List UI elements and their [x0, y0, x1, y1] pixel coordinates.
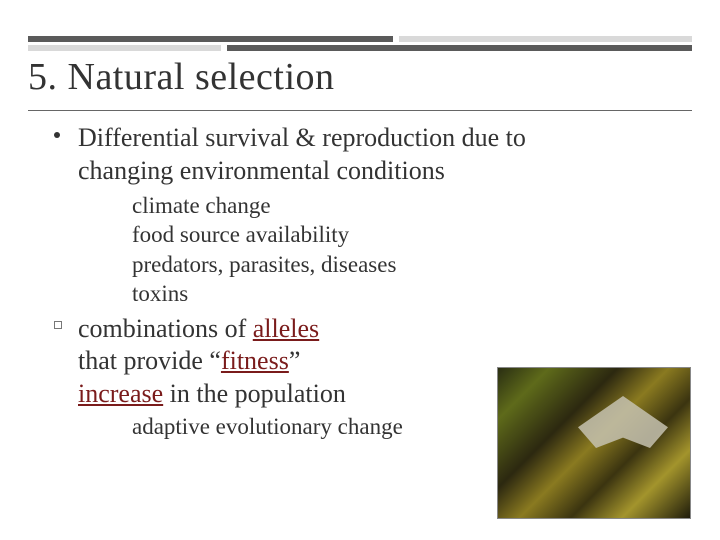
slide-title: 5. Natural selection: [28, 55, 335, 99]
underlined-term-alleles: alleles: [253, 314, 319, 343]
bullet-2-line2b: ”: [289, 346, 301, 375]
sub-bullet: ൓ food source availability: [102, 220, 692, 249]
rule-top: [28, 36, 692, 42]
rule-top-light: [399, 36, 692, 42]
disc-bullet-icon: [54, 132, 60, 138]
sub-bullet-text: climate change: [132, 193, 271, 218]
square-bullet-icon: [54, 321, 62, 329]
bullet-2-line3b: in the population: [163, 379, 346, 408]
underlined-term-fitness: fitness: [221, 346, 289, 375]
sub-bullet: ൓ predators, parasites, diseases: [102, 250, 692, 279]
rule-bottom-dark: [227, 45, 692, 51]
slide: 5. Natural selection Differential surviv…: [0, 0, 720, 540]
sub-bullet-group-1: ൓ climate change ൓ food source availabil…: [102, 191, 692, 309]
moth-bark-image: [498, 368, 690, 518]
bullet-2-line2a: that provide “: [78, 346, 221, 375]
sub-bullet: ൓ climate change: [102, 191, 692, 220]
bullet-1-line1: Differential survival & reproduction due…: [78, 123, 526, 152]
sub-bullet: ൓ toxins: [102, 279, 692, 308]
rule-top-dark: [28, 36, 393, 42]
sub-bullet-text: predators, parasites, diseases: [132, 252, 396, 277]
sub-bullet-text: adaptive evolutionary change: [132, 414, 403, 439]
bullet-1: Differential survival & reproduction due…: [50, 122, 692, 187]
rule-bottom: [28, 45, 692, 51]
header-rules: [28, 36, 692, 51]
title-underline: [28, 110, 692, 111]
rule-bottom-light: [28, 45, 221, 51]
bullet-1-line2: changing environmental conditions: [78, 156, 445, 185]
moth-shape: [578, 396, 668, 448]
sub-bullet-text: toxins: [132, 281, 188, 306]
underlined-term-increase: increase: [78, 379, 163, 408]
bullet-2-pre: combinations of: [78, 314, 253, 343]
sub-bullet-text: food source availability: [132, 222, 349, 247]
